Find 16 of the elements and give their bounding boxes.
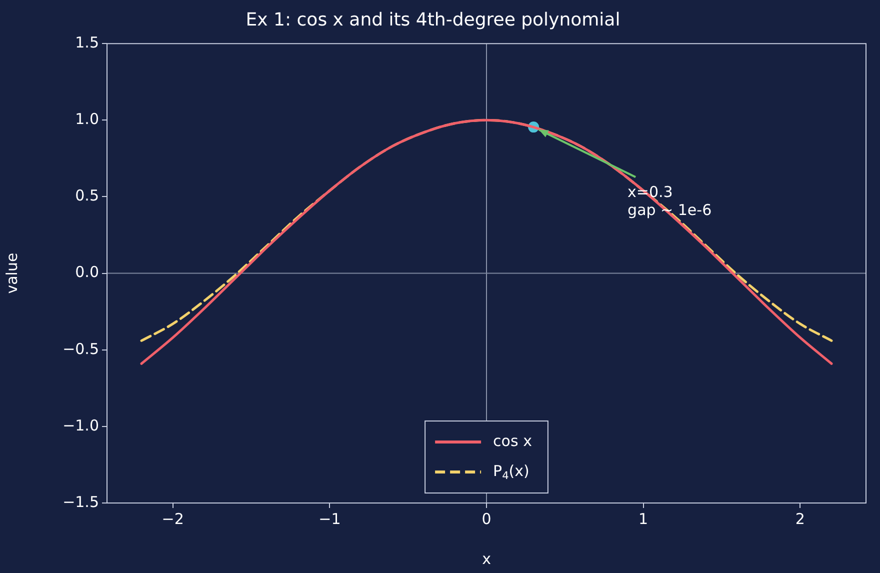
y-tick-label: 1.0 — [75, 110, 99, 128]
y-tick-label: −1.0 — [62, 416, 99, 434]
x-tick-label: 1 — [638, 510, 648, 528]
chart-title: Ex 1: cos x and its 4th-degree polynomial — [246, 9, 620, 30]
x-tick-label: −1 — [318, 510, 341, 528]
x-tick-label: −2 — [162, 510, 184, 528]
x-tick-label: 0 — [482, 510, 492, 528]
y-tick-label: 0.5 — [75, 186, 99, 205]
y-tick-label: 0.0 — [75, 263, 99, 282]
y-tick-label: −0.5 — [62, 340, 99, 358]
y-tick-label: 1.5 — [75, 33, 99, 52]
x-tick-label: 2 — [795, 510, 805, 528]
legend-label: cos x — [493, 432, 532, 450]
x-axis-title: x — [482, 550, 492, 568]
y-tick-label: −1.5 — [62, 492, 99, 511]
y-axis-title: value — [2, 252, 21, 294]
